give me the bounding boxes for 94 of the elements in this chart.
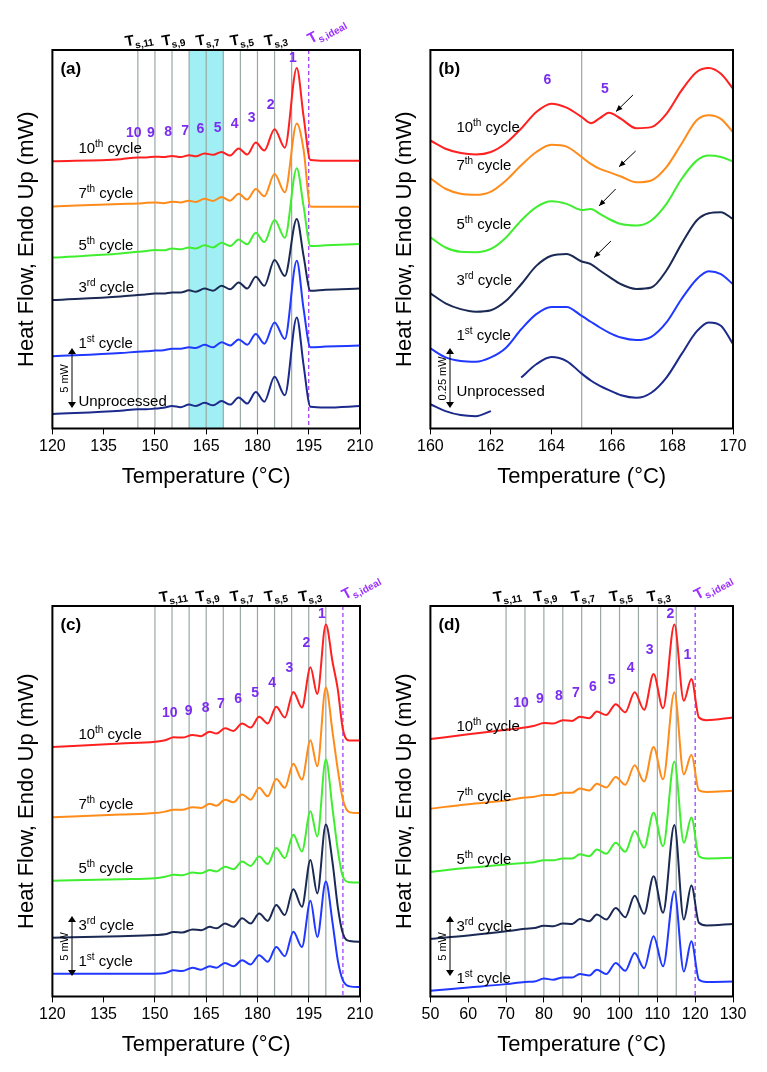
x-tick-label: 60 — [459, 1005, 478, 1023]
series-label: Unprocessed — [78, 391, 167, 409]
annotation: 2 — [302, 634, 311, 651]
x-tick-label: 210 — [346, 1005, 374, 1023]
ref-line-label: Ts,5 — [262, 586, 290, 607]
x-axis-title: Temperature (°C) — [121, 462, 291, 488]
annotation: 1 — [317, 604, 326, 621]
x-tick-label: 180 — [244, 437, 271, 455]
x-tick-label: 168 — [659, 437, 686, 455]
annotation: 5 — [213, 118, 222, 135]
x-tick-label: 166 — [598, 437, 626, 455]
annotation: 7 — [571, 683, 580, 700]
annotation: (c) — [60, 615, 82, 634]
annotation: 9 — [147, 123, 156, 140]
annotation: 5 mW — [58, 363, 71, 393]
ref-line-label: Ts,9 — [194, 586, 222, 607]
annotation: 6 — [543, 70, 552, 87]
x-tick-label: 165 — [192, 437, 220, 455]
ref-line-label: Ts,3 — [645, 586, 673, 607]
annotation: 5 mW — [436, 931, 449, 961]
x-tick-label: 130 — [719, 1005, 747, 1023]
ref-line-label: Ts,9 — [532, 586, 559, 607]
ref-line-label: Ts,7 — [569, 586, 597, 607]
annotation: 3 — [247, 109, 256, 126]
x-tick-label: 210 — [346, 437, 374, 455]
annotation: 9 — [184, 701, 193, 718]
x-axis-title: Temperature (°C) — [497, 462, 667, 488]
annotation: 10 — [161, 704, 178, 721]
annotation: 6 — [196, 120, 205, 137]
annotation: 1 — [683, 645, 692, 662]
x-tick-label: 120 — [39, 1005, 66, 1023]
annotation: 3 — [285, 658, 294, 675]
x-tick-label: 135 — [90, 437, 118, 455]
annotation: 8 — [164, 122, 173, 139]
ref-line-label: Ts,7 — [194, 30, 222, 51]
annotation: (b) — [438, 59, 461, 78]
x-tick-label: 150 — [141, 437, 169, 455]
ref-line-label: Ts,9 — [160, 30, 187, 51]
annotation: 5 — [601, 79, 610, 96]
ref-line-label: Ts,7 — [228, 586, 256, 607]
x-tick-label: 100 — [606, 1005, 633, 1023]
annotation: 5 — [251, 683, 260, 700]
annotation: 4 — [268, 673, 277, 690]
annotation: (d) — [438, 615, 461, 634]
ref-line-label: Ts,11 — [491, 587, 524, 607]
x-tick-label: 120 — [681, 1005, 709, 1023]
x-tick-label: 80 — [534, 1005, 553, 1023]
y-axis-title: Heat Flow, Endo Up (mW) — [391, 111, 417, 367]
x-tick-label: 180 — [244, 1005, 271, 1023]
annotation: 0.25 mW — [436, 355, 449, 401]
x-tick-label: 195 — [295, 1005, 323, 1023]
annotation: 2 — [266, 96, 275, 113]
annotation: 2 — [666, 604, 675, 621]
annotation: 4 — [626, 659, 635, 676]
ref-line-label: Ts,11 — [123, 31, 156, 51]
ref-line-label: Ts,11 — [157, 587, 190, 607]
x-tick-label: 50 — [421, 1005, 440, 1023]
ref-line-label: Ts,5 — [228, 30, 256, 51]
annotation: 6 — [234, 690, 243, 707]
x-tick-label: 164 — [538, 437, 565, 455]
series-label: Unprocessed — [456, 382, 545, 400]
annotation: 9 — [535, 689, 544, 706]
x-tick-label: 195 — [295, 437, 323, 455]
ref-line-label: Ts,5 — [607, 586, 635, 607]
x-tick-label: 70 — [497, 1005, 516, 1023]
x-axis-title: Temperature (°C) — [497, 1030, 667, 1056]
annotation: 8 — [554, 687, 563, 703]
annotation: 10 — [126, 124, 142, 141]
x-axis-title: Temperature (°C) — [121, 1030, 291, 1056]
x-tick-label: 165 — [192, 1005, 220, 1023]
x-tick-label: 110 — [644, 1005, 671, 1023]
annotation: 7 — [181, 122, 190, 139]
x-tick-label: 170 — [719, 437, 747, 455]
x-tick-label: 150 — [141, 1005, 169, 1023]
annotation: 8 — [201, 698, 210, 715]
annotation: 10 — [513, 694, 529, 711]
x-tick-label: 160 — [417, 437, 444, 455]
y-axis-title: Heat Flow, Endo Up (mW) — [391, 673, 417, 929]
annotation: 5 mW — [58, 931, 71, 961]
annotation: (a) — [60, 59, 82, 78]
x-tick-label: 162 — [477, 437, 505, 455]
annotation: 4 — [230, 115, 239, 132]
annotation: 1 — [288, 48, 297, 65]
y-axis-title: Heat Flow, Endo Up (mW) — [13, 673, 39, 929]
annotation: 3 — [645, 640, 654, 657]
annotation: 6 — [588, 678, 597, 695]
x-tick-label: 135 — [90, 1005, 118, 1023]
annotation: 7 — [217, 695, 226, 712]
x-tick-label: 120 — [39, 437, 66, 455]
ref-line-label: Ts,3 — [262, 30, 290, 51]
ref-line-label: Ts,3 — [296, 586, 324, 607]
y-axis-title: Heat Flow, Endo Up (mW) — [13, 111, 39, 367]
x-tick-label: 90 — [572, 1005, 591, 1023]
annotation: 5 — [607, 671, 616, 688]
